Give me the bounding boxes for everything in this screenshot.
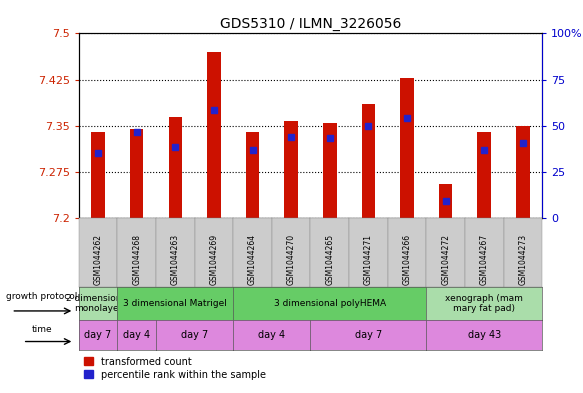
Bar <box>246 132 259 218</box>
Text: GSM1044269: GSM1044269 <box>209 234 219 285</box>
Text: GSM1044272: GSM1044272 <box>441 234 450 285</box>
Bar <box>168 116 182 218</box>
Text: day 4: day 4 <box>258 330 286 340</box>
Text: GSM1044262: GSM1044262 <box>93 234 103 285</box>
Text: xenograph (mam
mary fat pad): xenograph (mam mary fat pad) <box>445 294 523 313</box>
Text: GSM1044267: GSM1044267 <box>480 234 489 285</box>
Text: day 7: day 7 <box>85 330 111 340</box>
Text: day 7: day 7 <box>355 330 382 340</box>
Text: day 4: day 4 <box>123 330 150 340</box>
Text: day 43: day 43 <box>468 330 501 340</box>
Text: GSM1044271: GSM1044271 <box>364 234 373 285</box>
Bar <box>439 184 452 218</box>
Text: GSM1044270: GSM1044270 <box>287 234 296 285</box>
Bar <box>285 121 298 218</box>
Bar <box>401 78 414 218</box>
Text: 2 dimensional
monolayer: 2 dimensional monolayer <box>66 294 130 313</box>
Legend: transformed count, percentile rank within the sample: transformed count, percentile rank withi… <box>83 356 266 380</box>
Text: GSM1044266: GSM1044266 <box>402 234 412 285</box>
Text: growth protocol: growth protocol <box>6 292 78 301</box>
Text: GSM1044273: GSM1044273 <box>518 234 528 285</box>
Bar <box>477 132 491 218</box>
Bar <box>361 104 375 218</box>
Text: day 7: day 7 <box>181 330 208 340</box>
Text: GSM1044263: GSM1044263 <box>171 234 180 285</box>
Text: GSM1044265: GSM1044265 <box>325 234 334 285</box>
Text: 3 dimensional Matrigel: 3 dimensional Matrigel <box>124 299 227 308</box>
Bar <box>207 52 220 218</box>
Text: 3 dimensional polyHEMA: 3 dimensional polyHEMA <box>273 299 386 308</box>
Text: time: time <box>31 325 52 334</box>
Text: GSM1044268: GSM1044268 <box>132 234 141 285</box>
Bar <box>516 126 529 218</box>
Text: GSM1044264: GSM1044264 <box>248 234 257 285</box>
Bar <box>92 132 105 218</box>
Title: GDS5310 / ILMN_3226056: GDS5310 / ILMN_3226056 <box>220 17 401 31</box>
Bar <box>130 129 143 218</box>
Bar <box>323 123 336 218</box>
